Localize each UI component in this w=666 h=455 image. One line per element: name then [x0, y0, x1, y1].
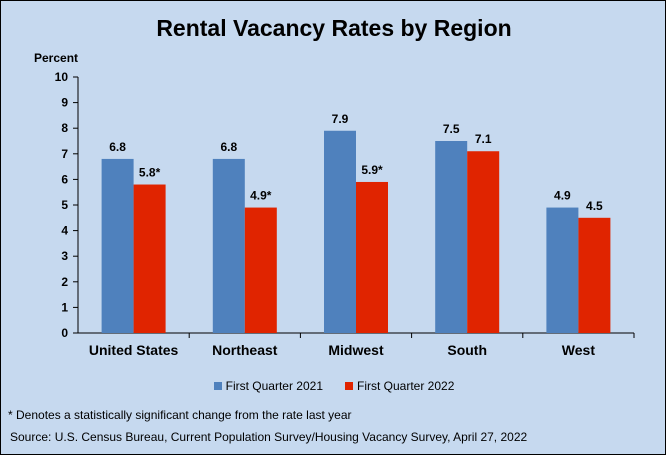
- legend-label-2021: First Quarter 2021: [225, 379, 323, 393]
- data-label: 4.9*: [250, 189, 272, 203]
- y-tick-label: 10: [55, 70, 69, 84]
- x-tick-label: Northeast: [212, 342, 278, 358]
- y-tick-label: 4: [61, 224, 68, 238]
- bar: [578, 217, 611, 333]
- y-tick-label: 0: [61, 326, 68, 340]
- bar: [435, 141, 468, 333]
- x-tick-label: West: [562, 342, 596, 358]
- data-label: 4.9: [554, 189, 571, 203]
- x-tick-label: South: [447, 342, 487, 358]
- bar: [324, 130, 356, 333]
- bar: [212, 158, 245, 333]
- data-label: 7.1: [475, 132, 492, 146]
- legend-item-2022: First Quarter 2022: [345, 379, 454, 393]
- y-tick-label: 5: [61, 198, 68, 212]
- chart-title: Rental Vacancy Rates by Region: [156, 15, 512, 41]
- y-tick-label: 1: [61, 300, 68, 314]
- legend-item-2021: First Quarter 2021: [213, 379, 323, 393]
- bar: [467, 151, 500, 333]
- source-note: Source: U.S. Census Bureau, Current Popu…: [10, 430, 528, 444]
- data-label: 7.9: [332, 112, 349, 126]
- data-label: 6.8: [109, 140, 126, 154]
- legend-label-2022: First Quarter 2022: [357, 379, 455, 393]
- bar: [356, 181, 388, 333]
- bar: [133, 184, 166, 333]
- legend-swatch-2021: [213, 382, 222, 390]
- y-tick-label: 3: [61, 249, 68, 263]
- y-tick-label: 7: [61, 147, 68, 161]
- y-tick-label: 6: [61, 172, 68, 186]
- y-tick-label: 2: [61, 275, 68, 289]
- legend-swatch-2022: [345, 382, 353, 390]
- bar: [244, 207, 277, 333]
- data-label: 7.5: [443, 122, 460, 136]
- y-axis-label: Percent: [34, 51, 79, 65]
- data-label: 5.9*: [361, 163, 383, 177]
- x-tick-label: Midwest: [328, 342, 384, 358]
- data-label: 4.5: [586, 199, 603, 213]
- legend: First Quarter 2021 First Quarter 2022: [1, 379, 666, 393]
- bar: [546, 207, 579, 333]
- y-tick-label: 8: [61, 121, 68, 135]
- bar: [101, 158, 134, 333]
- footnote: * Denotes a statistically significant ch…: [8, 408, 352, 422]
- data-label: 5.8*: [139, 166, 161, 180]
- y-tick-label: 9: [61, 96, 68, 110]
- data-label: 6.8: [220, 140, 237, 154]
- x-tick-label: United States: [89, 342, 179, 358]
- bar-chart: 0 1 2 3 4 5 6 7 8 9 10 6.8 5.8* United States 6.8 4.9* N…: [55, 70, 635, 358]
